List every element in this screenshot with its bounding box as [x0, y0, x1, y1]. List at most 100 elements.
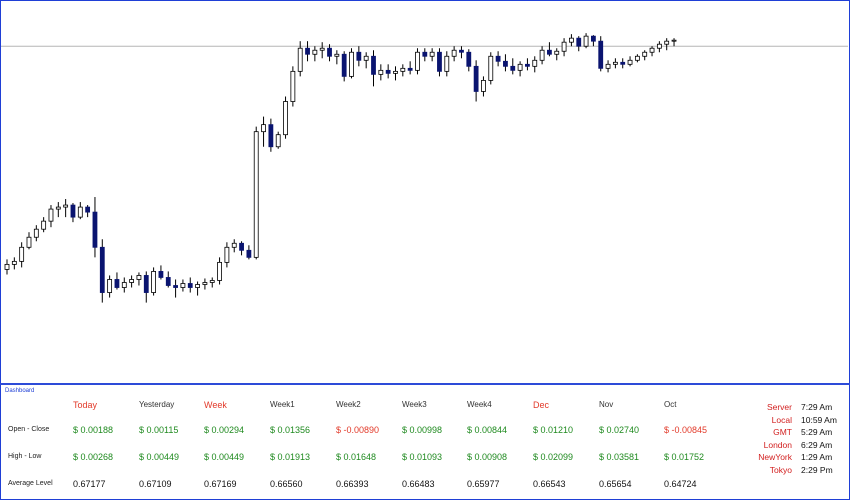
average-level-value: 0.66560 — [270, 479, 303, 489]
candle-body-bear — [473, 65, 479, 92]
candle — [525, 58, 530, 71]
candle — [488, 52, 494, 85]
candle — [33, 225, 39, 242]
candle-body-bull — [334, 53, 340, 57]
average-level-value: 0.66393 — [336, 479, 369, 489]
candle-body-bull — [393, 70, 398, 74]
candle — [231, 239, 237, 253]
candle-body-bear — [503, 60, 508, 67]
candle-body-bull — [444, 55, 450, 72]
candle — [99, 239, 105, 303]
candle — [451, 46, 457, 62]
candle-body-bull — [656, 43, 662, 49]
average-level-value: 0.65977 — [467, 479, 500, 489]
timezone-label: GMT — [773, 427, 792, 437]
candle-body-bull — [55, 206, 61, 210]
candle-body-bull — [107, 279, 113, 293]
candle-body-bear — [598, 40, 604, 69]
candle — [173, 279, 178, 298]
candle — [378, 64, 384, 81]
timezone-time: 5:29 Am — [801, 427, 833, 437]
candle-body-bull — [48, 208, 54, 222]
candle-body-bull — [217, 261, 222, 281]
row-label-open-close: Open - Close — [8, 426, 50, 433]
candle-body-bull — [561, 41, 567, 52]
average-level-value: 0.67109 — [139, 479, 172, 489]
candle — [407, 61, 413, 75]
candle — [495, 51, 501, 67]
timezone-time: 1:29 Am — [801, 452, 833, 462]
candle — [4, 259, 10, 275]
candle — [26, 232, 32, 250]
high-low-value: $ 0.03581 — [599, 452, 640, 462]
high-low-value: $ 0.01913 — [270, 452, 311, 462]
candle-body-bear — [620, 61, 626, 65]
timezone-label: Local — [771, 414, 792, 425]
timezone-time: 2:29 Pm — [801, 464, 833, 475]
column-header: Nov — [599, 400, 614, 409]
candle — [583, 33, 589, 49]
candle-body-bull — [33, 228, 39, 238]
candle-body-bull — [634, 55, 640, 61]
open-close-value: $ -0.00845 — [664, 425, 708, 435]
candle-body-bull — [202, 282, 208, 285]
candle-body-bear — [422, 51, 428, 57]
candle — [107, 275, 113, 298]
candle — [312, 46, 318, 62]
candle-body-bull — [297, 47, 303, 72]
candle — [305, 41, 310, 62]
average-level-value: 0.67177 — [73, 479, 106, 489]
candle — [385, 64, 391, 79]
candle-body-bear — [114, 279, 120, 288]
candle — [642, 50, 648, 61]
high-low-value: $ 0.01752 — [664, 452, 705, 462]
average-level-value: 0.67169 — [204, 479, 237, 489]
candle — [55, 202, 61, 218]
candle-body-bull — [429, 51, 435, 57]
candle — [143, 271, 149, 303]
candle-body-bull — [209, 280, 215, 283]
candle-body-bear — [268, 124, 274, 148]
candle-body-bull — [319, 47, 325, 51]
candle — [136, 272, 142, 286]
candle — [195, 281, 200, 296]
candle — [180, 279, 186, 292]
candle — [129, 275, 135, 288]
candle-body-bull — [275, 134, 281, 148]
candle — [41, 217, 47, 233]
candle-body-bull — [583, 35, 589, 47]
candle — [334, 50, 340, 65]
candle-body-bear — [70, 204, 76, 218]
dashboard-title: Dashboard — [5, 388, 35, 394]
candlestick-chart[interactable] — [1, 1, 848, 383]
timezone-time: 7:29 Am — [801, 402, 833, 412]
candle — [327, 44, 332, 62]
candle-body-bear — [305, 47, 310, 55]
candle — [627, 56, 633, 67]
candle-body-bull — [121, 282, 127, 288]
candle-body-bull — [129, 279, 135, 283]
column-header: Oct — [664, 400, 677, 409]
panel-separator[interactable] — [0, 383, 850, 385]
open-close-value: $ 0.00115 — [139, 425, 179, 435]
candle-body-bear — [356, 51, 362, 61]
candle — [187, 277, 193, 293]
candle — [48, 205, 54, 228]
candle — [429, 48, 435, 62]
candle-body-bear — [99, 246, 105, 293]
candle-body-bull — [627, 59, 633, 65]
candle — [532, 56, 538, 73]
candle-body-bull — [517, 63, 523, 71]
candle — [19, 242, 25, 268]
column-header: Week1 — [270, 400, 295, 409]
candle-body-bull — [231, 242, 237, 248]
candle — [459, 46, 464, 59]
candle-body-bull — [41, 220, 47, 230]
candle-body-bull — [180, 283, 186, 288]
candle-body-bear — [165, 277, 171, 286]
dashboard-panel: Dashboard Open - Close High - Low Averag… — [1, 385, 848, 499]
candle — [547, 42, 552, 57]
open-close-value: $ 0.01210 — [533, 425, 574, 435]
timezone-label: Tokyo — [769, 464, 792, 475]
candle — [224, 242, 230, 268]
